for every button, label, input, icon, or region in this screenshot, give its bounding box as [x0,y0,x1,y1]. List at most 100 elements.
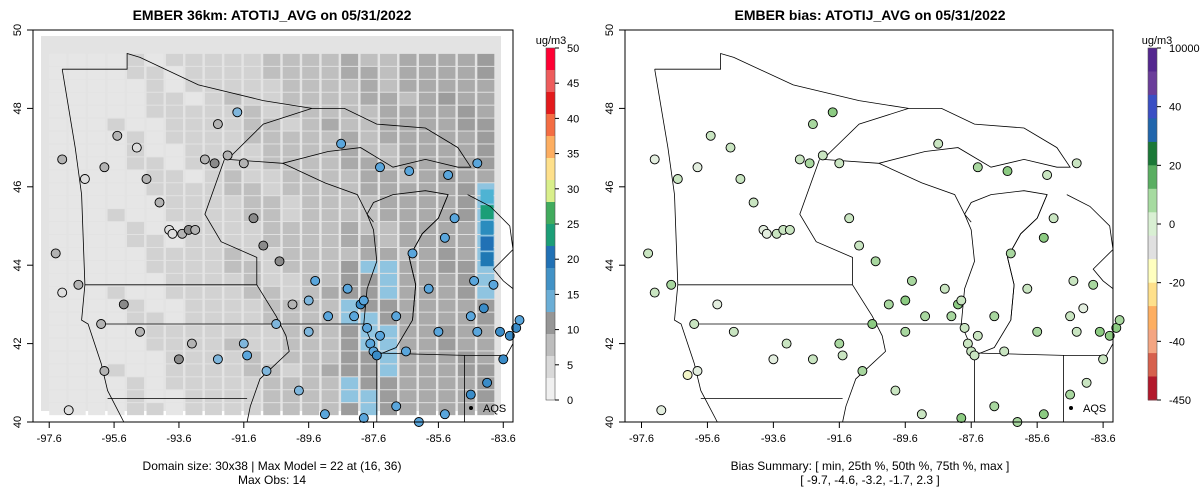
model-grid-cell [88,377,106,390]
station-point [1114,315,1125,326]
model-grid-cell [185,325,203,338]
model-grid-cell [282,325,300,338]
model-grid-cell [418,364,436,377]
model-grid-cell [282,209,300,222]
model-grid-cell [360,377,378,390]
model-grid-cell [360,260,378,273]
station-point [761,228,772,239]
model-grid-cell [282,118,300,131]
model-grid-cell [107,196,125,209]
model-grid-cell [438,53,456,66]
model-grid-cell [185,351,203,364]
model-grid-cell [438,247,456,260]
station-point [692,162,703,173]
model-grid-cell [204,144,222,157]
model-grid-cell [68,92,86,105]
model-grid-cell [418,170,436,183]
model-grid-cell [88,118,106,131]
model-grid-cell [88,183,106,196]
model-grid-cell [399,79,417,92]
model-grid-cell [438,299,456,312]
station-point [807,119,818,130]
model-grid-cell [380,247,398,260]
model-grid-cell [263,273,281,286]
station-point [666,279,677,290]
model-grid-cell [224,299,242,312]
station-point [1068,275,1079,286]
y-tick-label: 46 [604,181,616,193]
model-grid-cell [438,66,456,79]
model-grid-cell [399,299,417,312]
station-point [504,330,515,341]
model-grid-cell [438,157,456,170]
model-grid-cell [263,170,281,183]
model-grid-cell [88,390,106,403]
model-grid-cell [224,364,242,377]
model-grid-cell [204,403,222,416]
model-grid-cell [68,53,86,66]
model-grid-cell [165,377,183,390]
model-grid-cell [341,247,359,260]
model-grid-cell [88,286,106,299]
model-grid-cell [146,325,164,338]
model-grid-cell [263,390,281,403]
station-point [1032,326,1043,337]
colorbar-segment [1148,259,1157,284]
model-grid-cell [341,183,359,196]
model-grid-cell [477,144,495,157]
model-grid-cell [127,377,145,390]
colorbar-tick-label: 30 [567,184,579,196]
left-x-axis: -97.6 -95.6 -93.6 -91.6 -89.6 -87.6 -85.6 -83.6 [37,422,516,445]
left-legend-marker [469,406,473,410]
station-point [96,319,107,329]
model-grid-cell [68,144,86,157]
model-grid-cell [399,260,417,273]
model-grid-cell [165,209,183,222]
model-grid-cell [107,157,125,170]
model-grid-cell [321,53,339,66]
model-grid-cell [146,312,164,325]
model-grid-cell [263,351,281,364]
model-grid-cell [127,157,145,170]
model-grid-cell [243,260,261,273]
model-grid-cell [224,260,242,273]
station-point [649,154,660,165]
model-grid-cell [107,53,125,66]
x-tick-label: -97.6 [629,433,654,445]
station-point [920,311,931,322]
model-grid-cell [302,131,320,144]
model-grid-cell [457,118,475,131]
y-tick-label: 44 [604,259,616,271]
station-point [794,154,805,165]
model-grid-cell [146,364,164,377]
station-point [1038,232,1049,243]
model-grid-cell [302,377,320,390]
model-grid-cell [165,183,183,196]
x-tick-label: -93.6 [761,433,786,445]
station-point [190,224,201,235]
state-boundary [61,69,125,423]
model-grid-cell [165,403,183,416]
model-high-cell [480,205,494,220]
station-point [358,413,369,424]
model-grid-cell [165,286,183,299]
model-grid-cell [127,338,145,351]
model-grid-cell [165,338,183,351]
model-grid-cell [399,364,417,377]
station-point [443,170,454,180]
model-grid-cell [360,222,378,235]
model-grid-cell [127,312,145,325]
model-grid-cell [127,196,145,209]
model-grid-cell [321,79,339,92]
model-grid-cell [127,222,145,235]
model-grid-cell [457,286,475,299]
state-boundary [282,162,374,223]
model-grid-cell [107,92,125,105]
station-point [488,279,499,290]
model-grid-cell [457,260,475,273]
station-point [1104,330,1115,341]
model-grid-cell [457,92,475,105]
model-grid-cell [380,299,398,312]
model-grid-cell [224,234,242,247]
lake-shoreline [1066,194,1114,290]
